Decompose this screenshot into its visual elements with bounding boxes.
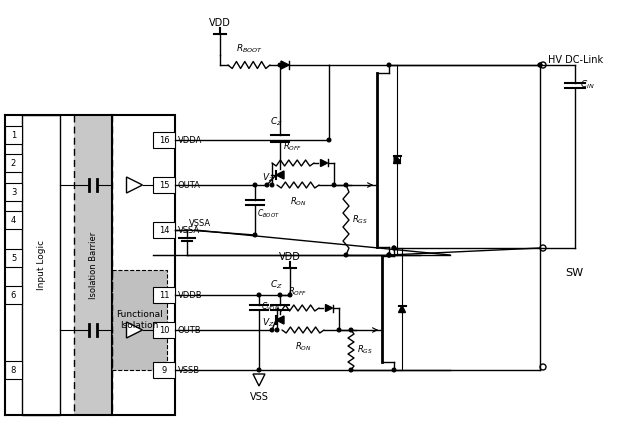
Text: VSS: VSS bbox=[250, 392, 269, 402]
Bar bbox=[153, 287, 175, 303]
Text: VDDB: VDDB bbox=[178, 290, 203, 300]
Polygon shape bbox=[281, 61, 289, 69]
Bar bbox=[5, 211, 22, 229]
Circle shape bbox=[387, 63, 391, 67]
Text: VDD: VDD bbox=[279, 252, 301, 262]
Text: 3: 3 bbox=[11, 187, 16, 197]
Text: SW: SW bbox=[565, 268, 583, 278]
Circle shape bbox=[538, 63, 541, 67]
Circle shape bbox=[257, 293, 261, 297]
Text: $R_{ON}$: $R_{ON}$ bbox=[295, 340, 311, 352]
Text: $R_{OFF}$: $R_{OFF}$ bbox=[289, 286, 307, 298]
Text: 16: 16 bbox=[158, 136, 169, 144]
Bar bbox=[5, 286, 22, 304]
Text: Isolation Barrier: Isolation Barrier bbox=[88, 232, 98, 299]
Circle shape bbox=[275, 328, 279, 332]
Text: $C_{IN}$: $C_{IN}$ bbox=[580, 79, 595, 91]
Text: 10: 10 bbox=[159, 326, 169, 334]
Text: OUTB: OUTB bbox=[178, 326, 202, 334]
Text: VDD: VDD bbox=[209, 18, 231, 28]
Circle shape bbox=[278, 63, 282, 67]
Circle shape bbox=[327, 138, 331, 142]
Text: $R_{ON}$: $R_{ON}$ bbox=[290, 195, 306, 208]
Circle shape bbox=[538, 63, 541, 67]
Text: $R_{GS}$: $R_{GS}$ bbox=[357, 344, 373, 356]
Polygon shape bbox=[321, 160, 327, 167]
Text: 14: 14 bbox=[159, 225, 169, 235]
Text: VSSA: VSSA bbox=[189, 219, 211, 228]
Bar bbox=[5, 154, 22, 172]
Text: HV DC-Link: HV DC-Link bbox=[548, 55, 603, 65]
Text: $V_Z$: $V_Z$ bbox=[262, 172, 275, 184]
Circle shape bbox=[387, 253, 391, 257]
Circle shape bbox=[288, 293, 292, 297]
Polygon shape bbox=[394, 157, 400, 163]
Text: VSSA: VSSA bbox=[178, 225, 200, 235]
Bar bbox=[153, 222, 175, 238]
Bar bbox=[112, 115, 175, 415]
Bar bbox=[153, 177, 175, 193]
Bar bbox=[74, 115, 112, 415]
Polygon shape bbox=[126, 322, 143, 338]
Polygon shape bbox=[394, 157, 401, 164]
Bar bbox=[22, 115, 60, 415]
Text: $C_{BOOT}$: $C_{BOOT}$ bbox=[257, 207, 280, 219]
Bar bbox=[5, 183, 22, 201]
Circle shape bbox=[393, 368, 396, 372]
Text: $C_{VDD}$: $C_{VDD}$ bbox=[261, 301, 280, 313]
Circle shape bbox=[387, 253, 391, 257]
Text: $C_Z$: $C_Z$ bbox=[270, 116, 282, 128]
Bar bbox=[5, 249, 22, 267]
Circle shape bbox=[393, 246, 396, 250]
Circle shape bbox=[253, 233, 257, 237]
Polygon shape bbox=[276, 316, 284, 324]
Circle shape bbox=[332, 183, 336, 187]
Circle shape bbox=[270, 328, 274, 332]
Polygon shape bbox=[276, 171, 284, 179]
Text: VDDA: VDDA bbox=[178, 136, 202, 144]
Circle shape bbox=[278, 293, 282, 297]
Text: 11: 11 bbox=[159, 290, 169, 300]
Text: $R_{GS}$: $R_{GS}$ bbox=[352, 214, 368, 226]
Bar bbox=[153, 322, 175, 338]
Text: 1: 1 bbox=[11, 130, 16, 140]
Circle shape bbox=[270, 183, 274, 187]
Polygon shape bbox=[126, 177, 143, 193]
Text: 15: 15 bbox=[159, 181, 169, 190]
Text: 4: 4 bbox=[11, 215, 16, 225]
Text: 8: 8 bbox=[11, 365, 16, 375]
Text: 5: 5 bbox=[11, 253, 16, 262]
Circle shape bbox=[349, 368, 353, 372]
Text: 2: 2 bbox=[11, 159, 16, 167]
Circle shape bbox=[344, 253, 348, 257]
Circle shape bbox=[337, 328, 341, 332]
Text: Input Logic: Input Logic bbox=[36, 240, 46, 290]
Text: 9: 9 bbox=[162, 365, 167, 375]
Circle shape bbox=[257, 368, 261, 372]
Text: $R_{OFF}$: $R_{OFF}$ bbox=[284, 140, 302, 153]
Circle shape bbox=[393, 246, 396, 250]
Text: OUTA: OUTA bbox=[178, 181, 201, 190]
Bar bbox=[153, 362, 175, 378]
Circle shape bbox=[253, 183, 257, 187]
Text: Functional
Isolation: Functional Isolation bbox=[116, 310, 163, 330]
Bar bbox=[5, 126, 22, 144]
Circle shape bbox=[349, 328, 353, 332]
Text: $R_{BOOT}$: $R_{BOOT}$ bbox=[235, 42, 262, 55]
Text: $C_Z$: $C_Z$ bbox=[270, 279, 282, 291]
Text: $V_Z$: $V_Z$ bbox=[262, 317, 275, 329]
Bar bbox=[112, 270, 167, 370]
Circle shape bbox=[387, 253, 391, 257]
Polygon shape bbox=[326, 304, 332, 311]
Text: VSSB: VSSB bbox=[178, 365, 200, 375]
Circle shape bbox=[344, 183, 348, 187]
Polygon shape bbox=[399, 306, 406, 313]
Text: 6: 6 bbox=[11, 290, 16, 300]
Bar bbox=[153, 132, 175, 148]
Bar bbox=[5, 361, 22, 379]
Circle shape bbox=[265, 183, 269, 187]
